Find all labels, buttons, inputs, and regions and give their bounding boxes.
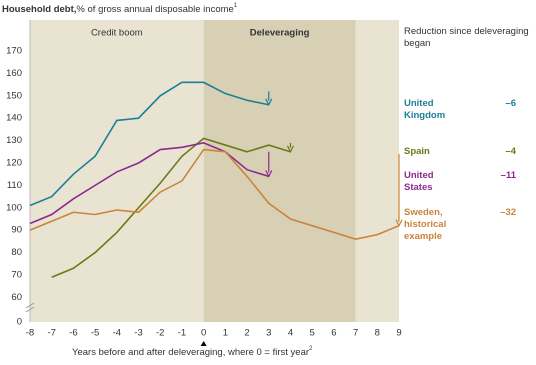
x-tick-label: 5 — [310, 328, 315, 339]
x-tick-label: -1 — [178, 328, 186, 339]
x-tick-label: -3 — [134, 328, 142, 339]
x-tick-label: 1 — [223, 328, 228, 339]
region-label: Credit boom — [91, 28, 143, 39]
y-tick-label: 110 — [7, 180, 22, 191]
y-tick-label: 90 — [11, 225, 22, 236]
x-tick-label: 3 — [266, 328, 271, 339]
y-tick-label: 160 — [6, 68, 22, 79]
y-tick-label: 70 — [11, 269, 22, 280]
x-tick-label: 4 — [288, 328, 293, 339]
series-line — [29, 148, 400, 240]
y-tick-label: 100 — [6, 202, 22, 213]
reduction-label: –32 — [500, 207, 516, 218]
y-tick-label: 170 — [6, 46, 22, 57]
x-tick-label: 0 — [201, 328, 206, 339]
reduction-header: Reduction since deleveraging began — [404, 26, 529, 49]
x-tick-label: -7 — [47, 328, 55, 339]
reduction-label: –11 — [500, 170, 516, 181]
chart-title-group: Household debt,% of gross annual disposa… — [2, 3, 238, 15]
legend-label: Sweden, historical example — [404, 207, 447, 242]
series-line — [29, 81, 269, 207]
x-tick-label: 7 — [353, 328, 358, 339]
region-after — [355, 20, 399, 322]
x-tick-label: 2 — [244, 328, 249, 339]
y-tick-label: 130 — [6, 135, 22, 146]
legend-label: United Kingdom — [404, 98, 446, 121]
y-tick-label: 80 — [11, 247, 22, 258]
x-tick-label: -8 — [26, 328, 34, 339]
reduction-arrow — [286, 142, 295, 154]
chart-subtitle: % of gross annual disposable income — [76, 4, 233, 15]
y-tick-label: 60 — [11, 292, 22, 303]
legend-label: United States — [404, 170, 434, 193]
y-tick-label: 150 — [6, 90, 22, 101]
series-line — [51, 137, 291, 278]
reduction-label: –4 — [505, 146, 516, 157]
axis-break — [25, 302, 35, 313]
x-tick-label: -6 — [69, 328, 77, 339]
region — [30, 20, 204, 322]
y-tick-label: 0 — [17, 317, 22, 328]
x-axis-label: Years before and after deleveraging, whe… — [72, 347, 309, 358]
x-tick-label: 8 — [375, 328, 380, 339]
legend-label: Spain — [404, 146, 430, 157]
y-tick-label: 140 — [6, 113, 22, 124]
x-tick-label: 6 — [331, 328, 336, 339]
x-tick-label: -5 — [91, 328, 99, 339]
x-tick-label: 9 — [396, 328, 401, 339]
title-note: 1 — [234, 3, 238, 9]
zero-marker — [200, 341, 207, 346]
reduction-arrow — [265, 91, 273, 107]
region — [203, 20, 356, 322]
reduction-arrow — [265, 151, 273, 178]
x-tick-label: -4 — [113, 328, 121, 339]
x-label-note: 2 — [309, 346, 313, 352]
x-axis-label-group: Years before and after deleveraging, whe… — [72, 346, 313, 358]
x-tick-label: -2 — [156, 328, 164, 339]
reduction-label: –6 — [505, 98, 516, 109]
chart-title: Household debt, — [2, 4, 76, 15]
region-label: Deleveraging — [250, 28, 310, 39]
reduction-arrow — [395, 154, 403, 228]
y-tick-label: 120 — [6, 157, 22, 168]
